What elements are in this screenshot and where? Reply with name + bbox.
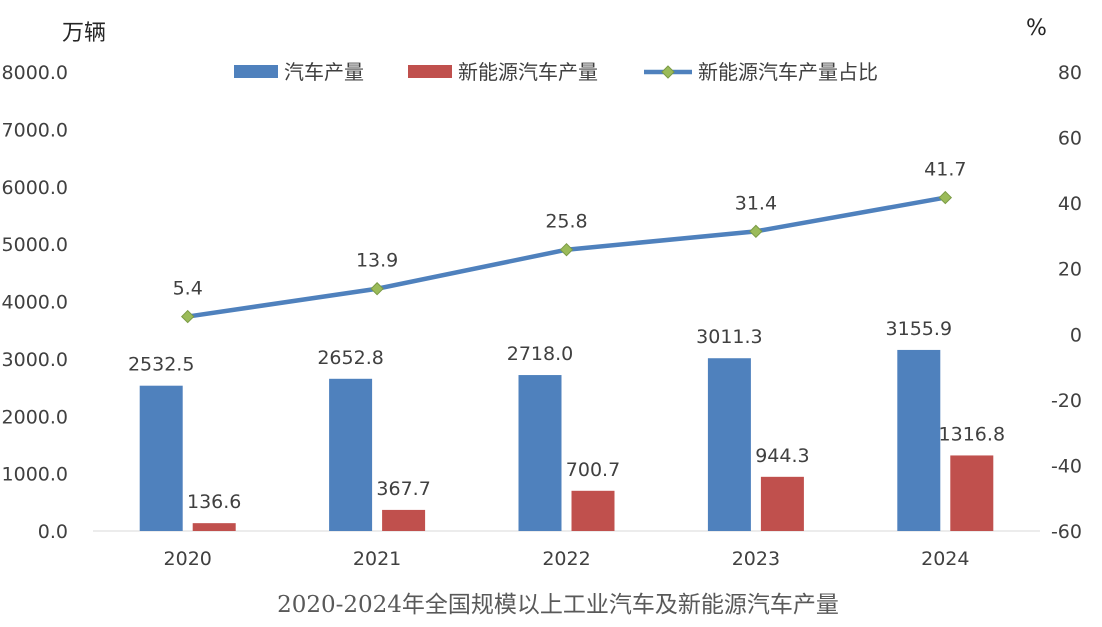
right-tick-label: 0 bbox=[1070, 324, 1082, 346]
auto-production-bar bbox=[518, 375, 562, 531]
right-tick-label: 20 bbox=[1058, 259, 1082, 281]
left-tick-label: 5000.0 bbox=[2, 234, 68, 256]
legend-label-nev: 新能源汽车产量 bbox=[458, 60, 598, 84]
legend-swatch-nev bbox=[408, 65, 452, 78]
x-tick-label: 2020 bbox=[164, 548, 212, 570]
chart-title: 2020-2024年全国规模以上工业汽车及新能源汽车产量 bbox=[277, 592, 839, 618]
auto-production-label: 2718.0 bbox=[507, 343, 573, 365]
nev-production-bar bbox=[382, 509, 426, 531]
left-axis: 0.0 1000.0 2000.0 3000.0 4000.0 5000.0 6000.0 7… bbox=[2, 62, 68, 543]
nev-production-bar bbox=[760, 476, 804, 531]
x-tick-label: 2022 bbox=[542, 548, 590, 570]
left-tick-label: 4000.0 bbox=[2, 292, 68, 314]
legend-label-auto: 汽车产量 bbox=[284, 60, 364, 84]
legend-swatch-ratio-marker bbox=[661, 65, 675, 79]
ratio-point-marker bbox=[749, 224, 763, 239]
auto-production-label: 3011.3 bbox=[696, 326, 762, 348]
left-tick-label: 1000.0 bbox=[2, 464, 68, 486]
auto-production-label: 2652.8 bbox=[317, 347, 383, 369]
ratio-point-label: 13.9 bbox=[356, 250, 398, 272]
nev-production-bar bbox=[571, 490, 615, 531]
ratio-point-label: 25.8 bbox=[545, 211, 587, 233]
legend-label-ratio: 新能源汽车产量占比 bbox=[698, 60, 878, 84]
ratio-point-marker bbox=[180, 309, 195, 324]
nev-production-bar bbox=[192, 523, 236, 531]
x-tick-label: 2024 bbox=[921, 548, 969, 570]
bars: 2532.5 2652.8 2718.0 3011.3 3155.9 136.6 367.7… bbox=[128, 318, 1005, 531]
x-tick-label: 2023 bbox=[732, 548, 780, 570]
auto-production-bar bbox=[139, 385, 183, 531]
x-axis: 2020 2021 2022 2023 2024 bbox=[164, 548, 970, 570]
left-tick-label: 8000.0 bbox=[2, 62, 68, 84]
left-tick-label: 2000.0 bbox=[2, 406, 68, 428]
ratio-point-label: 5.4 bbox=[173, 278, 203, 300]
auto-production-label: 3155.9 bbox=[886, 318, 952, 340]
left-axis-unit: 万辆 bbox=[62, 21, 106, 46]
nev-production-label: 1316.8 bbox=[939, 423, 1005, 445]
right-axis: -60 -40 -20 0 20 40 60 80 bbox=[1051, 62, 1082, 543]
ratio-point-marker bbox=[938, 190, 953, 205]
nev-production-label: 136.6 bbox=[187, 491, 241, 513]
nev-production-label: 700.7 bbox=[566, 459, 620, 481]
right-tick-label: -60 bbox=[1051, 521, 1082, 543]
auto-production-bar bbox=[897, 349, 941, 531]
right-tick-label: 60 bbox=[1058, 128, 1082, 150]
right-tick-label: 80 bbox=[1058, 62, 1082, 84]
auto-production-label: 2532.5 bbox=[128, 354, 194, 376]
ratio-point-marker bbox=[370, 282, 384, 296]
ratio-point-label: 31.4 bbox=[735, 192, 777, 214]
ratio-line: 5.4 13.9 25.8 31.4 41.7 bbox=[173, 159, 966, 324]
right-axis-unit: % bbox=[1026, 16, 1047, 41]
ratio-point-label: 41.7 bbox=[924, 159, 966, 181]
right-tick-label: -40 bbox=[1051, 455, 1082, 477]
right-tick-label: 40 bbox=[1058, 193, 1082, 215]
ratio-point-marker bbox=[559, 242, 574, 257]
auto-production-bar bbox=[707, 358, 751, 531]
left-tick-label: 6000.0 bbox=[2, 177, 68, 199]
x-tick-label: 2021 bbox=[353, 548, 401, 570]
legend: 汽车产量 新能源汽车产量 新能源汽车产量占比 bbox=[234, 60, 878, 84]
nev-production-label: 944.3 bbox=[755, 445, 809, 467]
left-tick-label: 7000.0 bbox=[2, 119, 68, 141]
legend-swatch-auto bbox=[234, 65, 278, 78]
auto-production-bar bbox=[329, 378, 373, 531]
nev-production-label: 367.7 bbox=[376, 478, 430, 500]
left-tick-label: 0.0 bbox=[38, 521, 68, 543]
nev-production-bar bbox=[950, 455, 994, 531]
left-tick-label: 3000.0 bbox=[2, 349, 68, 371]
right-tick-label: -20 bbox=[1051, 390, 1082, 412]
